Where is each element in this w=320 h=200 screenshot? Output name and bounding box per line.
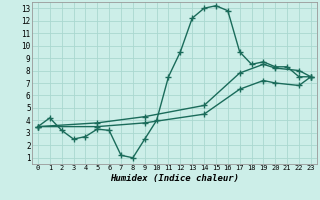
X-axis label: Humidex (Indice chaleur): Humidex (Indice chaleur): [110, 174, 239, 183]
